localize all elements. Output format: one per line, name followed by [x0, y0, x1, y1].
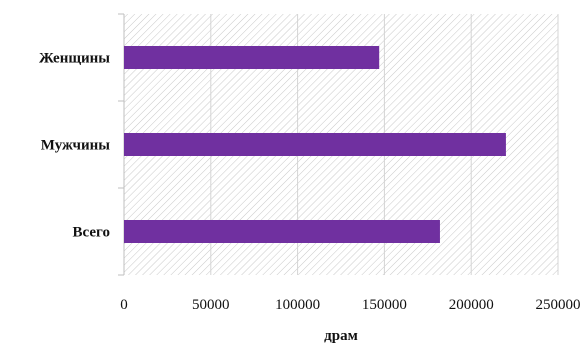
category-label: Мужчины — [41, 138, 111, 154]
category-label: Всего — [73, 225, 110, 241]
x-axis-title: драм — [324, 328, 358, 344]
bar-1 — [124, 46, 380, 69]
category-label: Женщины — [39, 51, 110, 67]
x-tick-label: 200000 — [449, 297, 494, 313]
x-tick-labels: 0 50000 100000 150000 200000 250000 — [120, 297, 580, 313]
bar-2 — [124, 133, 506, 156]
x-tick-label: 100000 — [275, 297, 320, 313]
x-tick-label: 0 — [120, 297, 128, 313]
bar-3 — [124, 220, 440, 243]
bars — [124, 46, 506, 243]
category-labels: Женщины Мужчины Всего — [39, 51, 110, 241]
x-tick-label: 50000 — [192, 297, 230, 313]
x-tick-label: 150000 — [362, 297, 407, 313]
x-tick-label: 250000 — [536, 297, 581, 313]
